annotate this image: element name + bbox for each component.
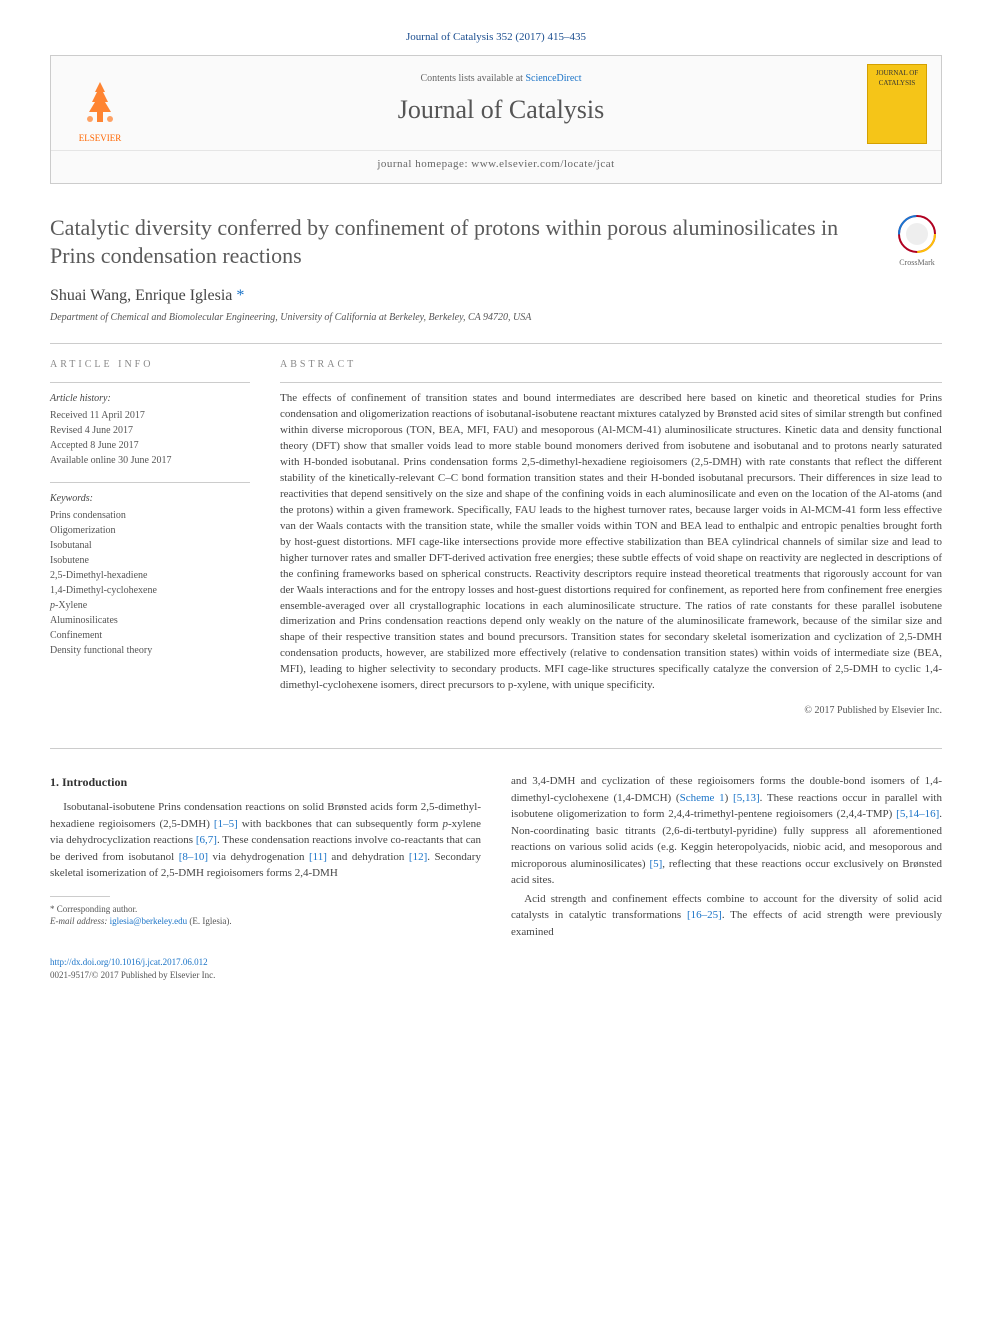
section-heading-1: 1. Introduction — [50, 773, 481, 791]
article-history: Article history: Received 11 April 2017 … — [50, 391, 250, 468]
text-run: ) — [725, 792, 733, 804]
ref-link[interactable]: [5,14–16] — [896, 808, 939, 820]
ref-link[interactable]: [6,7] — [196, 834, 217, 846]
ref-link[interactable]: [12] — [409, 851, 427, 863]
divider — [280, 382, 942, 383]
authors: Shuai Wang, Enrique Iglesia * — [50, 285, 942, 307]
abstract-head: abstract — [280, 358, 942, 372]
keyword: Oligomerization — [50, 523, 250, 538]
affiliation: Department of Chemical and Biomolecular … — [50, 311, 942, 325]
scheme-link[interactable]: Scheme 1 — [680, 792, 725, 804]
keyword: 1,4-Dimethyl-cyclohexene — [50, 583, 250, 598]
ref-link[interactable]: [8–10] — [179, 851, 208, 863]
contents-prefix: Contents lists available at — [420, 73, 525, 84]
keywords-label: Keywords: — [50, 491, 250, 506]
history-item: Received 11 April 2017 — [50, 408, 250, 423]
article-title: Catalytic diversity conferred by confine… — [50, 214, 872, 271]
keywords-block: Keywords: Prins condensation Oligomeriza… — [50, 491, 250, 658]
abstract-text: The effects of confinement of transition… — [280, 391, 942, 694]
crossmark-badge[interactable]: CrossMark — [892, 214, 942, 268]
body-two-column: 1. Introduction Isobutanal-isobutene Pri… — [50, 773, 942, 942]
elsevier-logo: ELSEVIER — [65, 64, 135, 144]
article-info-head: article info — [50, 358, 250, 372]
doi-link[interactable]: http://dx.doi.org/10.1016/j.jcat.2017.06… — [50, 957, 208, 967]
corresponding-footnote: * Corresponding author. — [50, 903, 481, 916]
issn-line: 0021-9517/© 2017 Published by Elsevier I… — [50, 970, 215, 980]
elsevier-tree-icon — [75, 77, 125, 132]
elsevier-label: ELSEVIER — [79, 132, 122, 145]
homepage-prefix: journal homepage: — [377, 158, 471, 170]
keyword: Isobutene — [50, 553, 250, 568]
email-footnote: E-mail address: iglesia@berkeley.edu (E.… — [50, 915, 481, 928]
cover-text-top: JOURNAL OF — [870, 69, 924, 79]
history-item: Accepted 8 June 2017 — [50, 438, 250, 453]
body-paragraph: Acid strength and confinement effects co… — [511, 891, 942, 941]
page-footer: http://dx.doi.org/10.1016/j.jcat.2017.06… — [50, 956, 942, 981]
contents-line: Contents lists available at ScienceDirec… — [135, 72, 867, 86]
keyword: Aluminosilicates — [50, 613, 250, 628]
ref-link[interactable]: [5,13] — [733, 792, 760, 804]
crossmark-label: CrossMark — [892, 257, 942, 268]
info-abstract-row: article info Article history: Received 1… — [50, 344, 942, 718]
divider — [50, 748, 942, 749]
crossmark-icon — [897, 214, 937, 254]
header-center: Contents lists available at ScienceDirec… — [135, 72, 867, 136]
ref-link[interactable]: [1–5] — [214, 818, 238, 830]
keyword: Prins condensation — [50, 508, 250, 523]
text-run: with backbones that can subsequently for… — [238, 818, 443, 830]
body-paragraph: Isobutanal-isobutene Prins condensation … — [50, 799, 481, 882]
journal-header: ELSEVIER Contents lists available at Sci… — [50, 55, 942, 183]
journal-reference: Journal of Catalysis 352 (2017) 415–435 — [50, 30, 942, 45]
journal-cover-thumbnail: JOURNAL OF CATALYSIS — [867, 64, 927, 144]
footnote-separator — [50, 896, 110, 897]
divider — [50, 382, 250, 383]
email-who: (E. Iglesia). — [187, 916, 231, 926]
email-link[interactable]: iglesia@berkeley.edu — [110, 916, 187, 926]
journal-homepage-line: journal homepage: www.elsevier.com/locat… — [51, 150, 941, 182]
body-column-right: and 3,4-DMH and cyclization of these reg… — [511, 773, 942, 942]
text-run: and dehydration — [327, 851, 409, 863]
keyword: Density functional theory — [50, 643, 250, 658]
history-label: Article history: — [50, 391, 250, 406]
history-item: Revised 4 June 2017 — [50, 423, 250, 438]
body-paragraph: and 3,4-DMH and cyclization of these reg… — [511, 773, 942, 889]
corresponding-marker[interactable]: * — [232, 287, 244, 304]
abstract-column: abstract The effects of confinement of t… — [280, 358, 942, 718]
history-item: Available online 30 June 2017 — [50, 453, 250, 468]
title-row: Catalytic diversity conferred by confine… — [50, 214, 942, 271]
ref-link[interactable]: [11] — [309, 851, 327, 863]
cover-text-bottom: CATALYSIS — [870, 79, 924, 89]
header-top-row: ELSEVIER Contents lists available at Sci… — [51, 56, 941, 144]
email-label: E-mail address: — [50, 916, 110, 926]
ref-link[interactable]: [16–25] — [687, 909, 722, 921]
author-2: Enrique Iglesia — [135, 287, 232, 304]
abstract-copyright: © 2017 Published by Elsevier Inc. — [280, 704, 942, 718]
keyword: Isobutanal — [50, 538, 250, 553]
ref-link[interactable]: [5] — [649, 858, 662, 870]
divider — [50, 482, 250, 483]
text-run: via dehydrogenation — [208, 851, 309, 863]
author-1: Shuai Wang, — [50, 287, 135, 304]
journal-name: Journal of Catalysis — [135, 92, 867, 128]
keyword: p-Xylene — [50, 598, 250, 613]
body-column-left: 1. Introduction Isobutanal-isobutene Pri… — [50, 773, 481, 942]
article-info-column: article info Article history: Received 1… — [50, 358, 250, 718]
keyword: Confinement — [50, 628, 250, 643]
sciencedirect-link[interactable]: ScienceDirect — [525, 73, 581, 84]
homepage-url: www.elsevier.com/locate/jcat — [471, 158, 614, 170]
keyword: 2,5-Dimethyl-hexadiene — [50, 568, 250, 583]
